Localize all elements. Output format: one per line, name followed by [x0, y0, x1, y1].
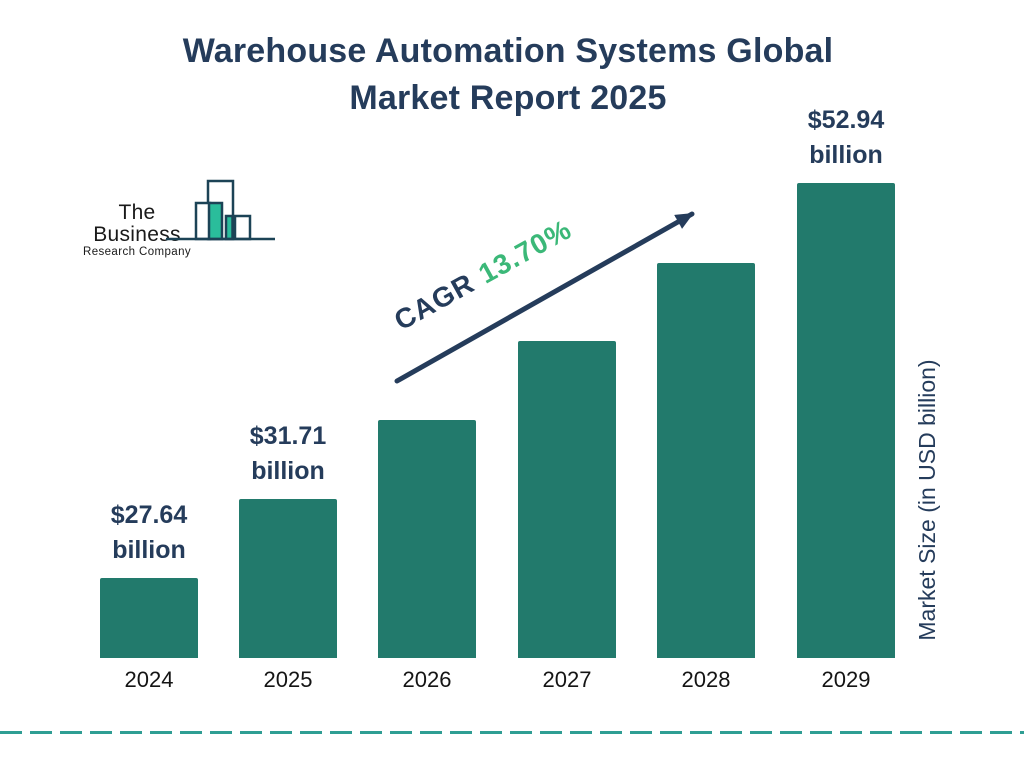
value-label-2029: $52.94 billion [756, 103, 936, 173]
cagr-annotation: CAGR13.70% [389, 213, 578, 338]
bar-2026 [378, 420, 476, 658]
bar-2025 [239, 499, 337, 658]
page-title: Warehouse Automation Systems Global Mark… [0, 28, 1016, 122]
value-unit-2025: billion [251, 457, 325, 485]
bar-2027 [518, 341, 616, 658]
value-amount-2024: $27.64 [110, 501, 188, 529]
company-logo-subtitle: Research Company [82, 246, 192, 258]
year-label-2027: 2027 [542, 667, 592, 692]
cagr-value: 13.70% [473, 213, 577, 290]
value-unit-2029: billion [809, 141, 883, 169]
bar-2028 [657, 263, 755, 658]
company-logo: The Business Research Company [76, 170, 286, 258]
company-logo-text: The Business Research Company [76, 202, 198, 259]
y-axis-label: Market Size (in USD billion) [914, 359, 940, 641]
company-logo-name: The Business [93, 201, 181, 246]
bar-2029 [797, 183, 895, 658]
value-amount-2029: $52.94 [807, 106, 885, 134]
year-label-2024: 2024 [124, 667, 174, 692]
bar-2024 [100, 578, 198, 658]
logo-teal-bar [207, 201, 224, 241]
bottom-dashed-divider [0, 731, 1024, 734]
year-label-2026: 2026 [402, 667, 452, 692]
logo-step-bar [233, 214, 252, 241]
logo-small-teal-bar [224, 214, 234, 241]
value-amount-2025: $31.71 [249, 422, 327, 450]
cagr-label: CAGR [389, 267, 480, 337]
value-label-2025: $31.71 billion [198, 419, 378, 489]
year-label-2029: 2029 [821, 667, 871, 692]
page-title-line2: Market Report 2025 [349, 79, 667, 117]
bar-chart-logo-icon [166, 179, 275, 241]
year-label-2025: 2025 [263, 667, 313, 692]
page-title-line1: Warehouse Automation Systems Global [182, 32, 834, 70]
year-label-2028: 2028 [681, 667, 731, 692]
value-unit-2024: billion [112, 536, 186, 564]
value-label-2024: $27.64 billion [59, 498, 239, 568]
